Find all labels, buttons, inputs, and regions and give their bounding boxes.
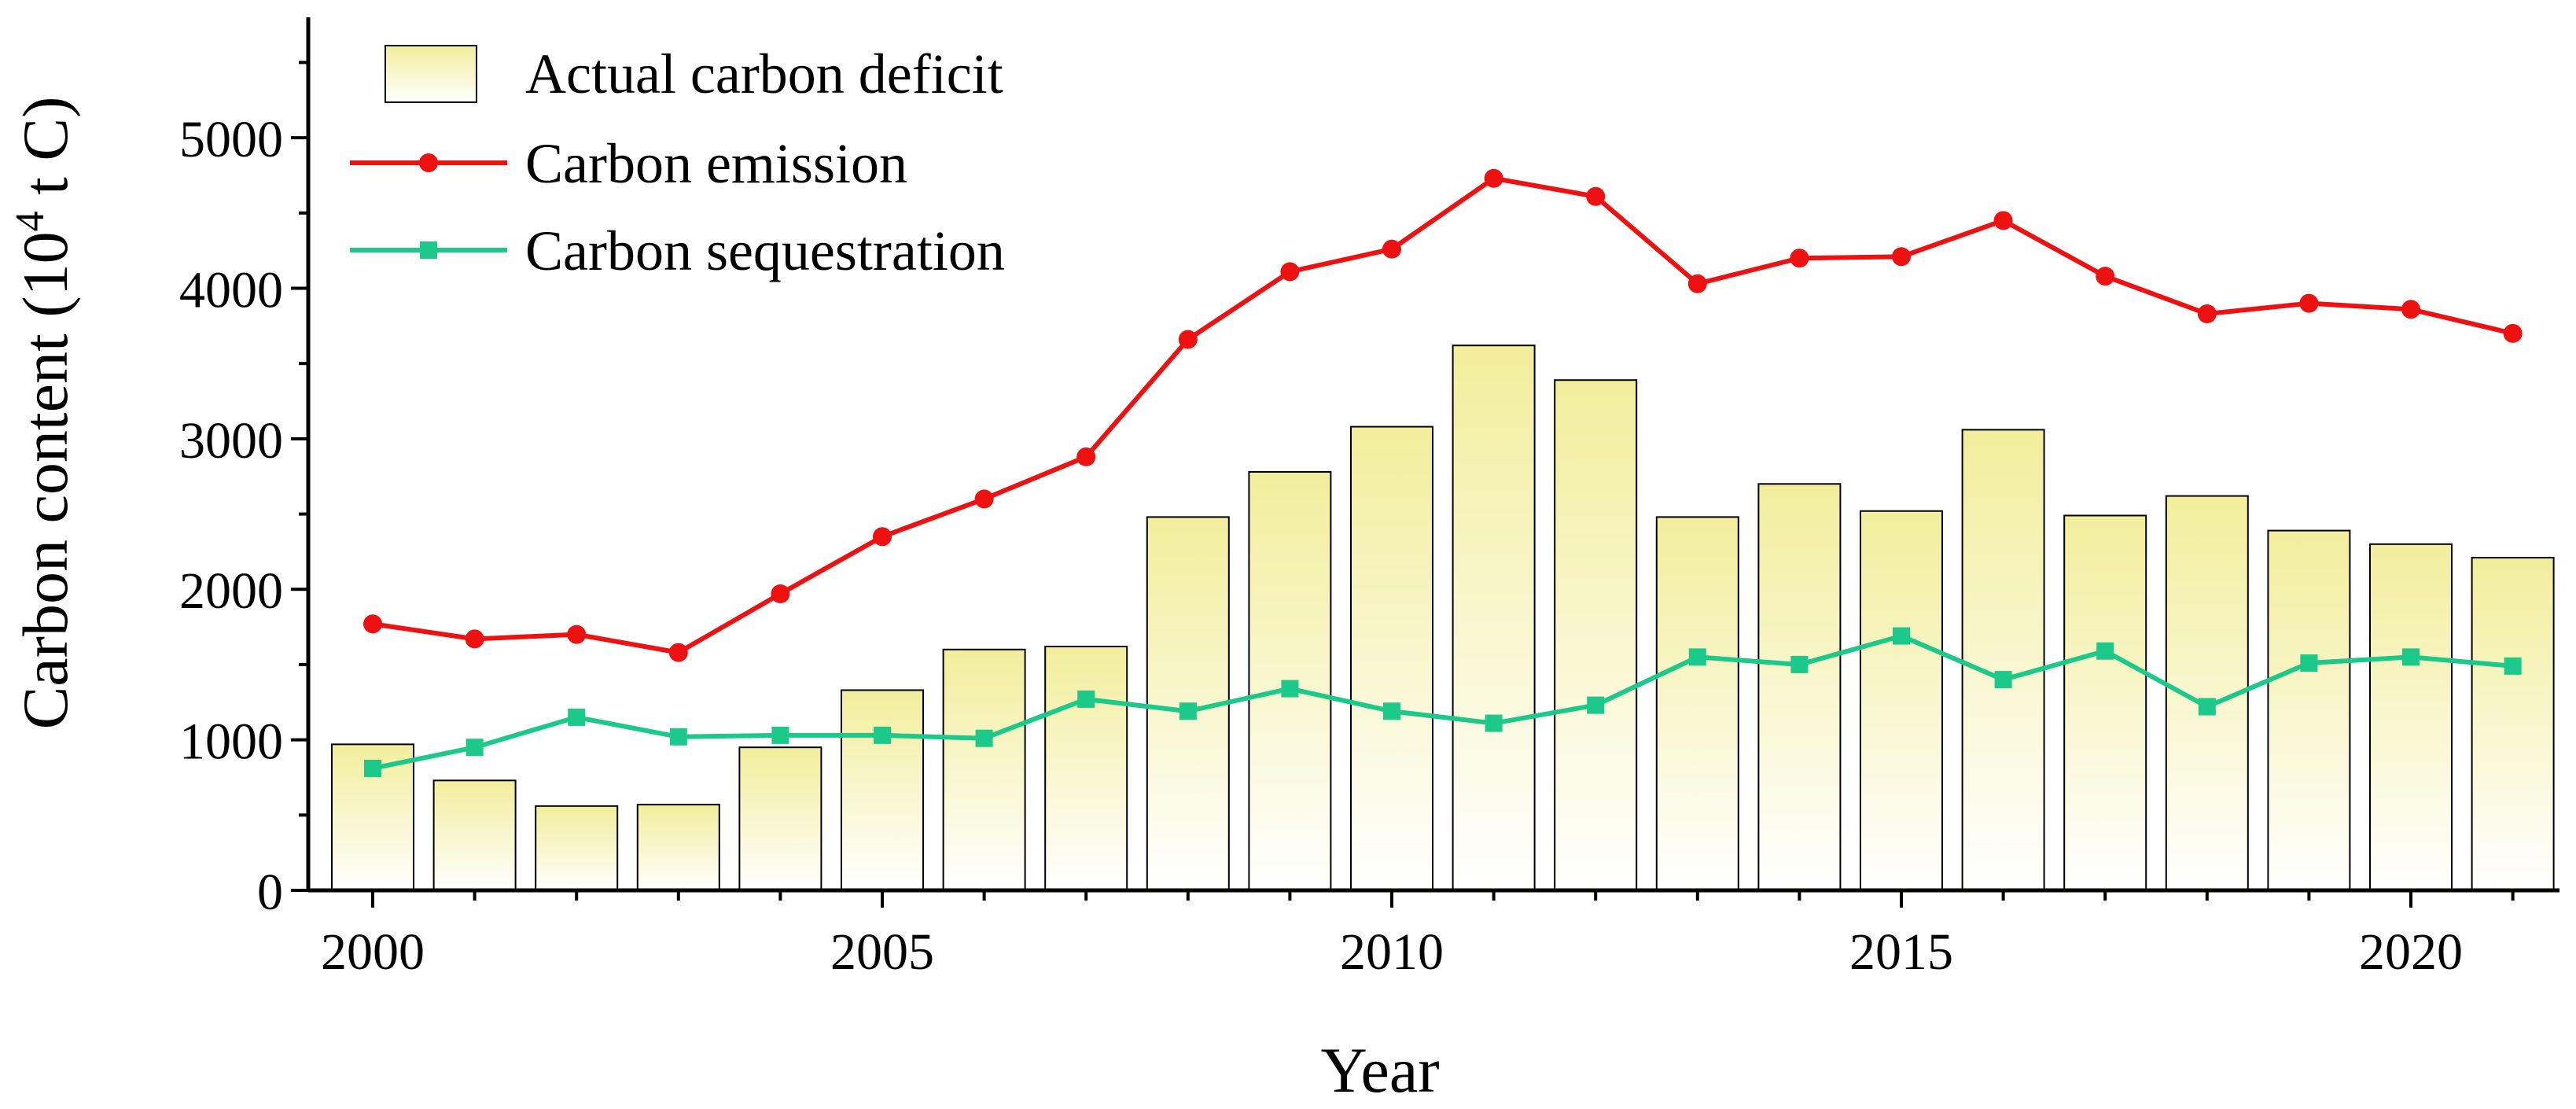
y-tick-label: 2000 [179, 562, 283, 620]
carbon-sequestration-point-2009 [1281, 680, 1299, 698]
carbon-sequestration-point-2005 [874, 726, 891, 744]
x-tick-label: 2000 [321, 923, 425, 981]
legend-sequestration-marker [420, 241, 437, 259]
bar-2011 [1452, 344, 1536, 891]
carbon-sequestration-point-2018 [2198, 698, 2216, 716]
carbon-sequestration-point-2003 [669, 728, 687, 746]
carbon-emission-line [372, 175, 2514, 655]
y-tick-label: 0 [257, 864, 283, 921]
bar-2003 [636, 803, 720, 892]
x-tick-label: 2005 [830, 923, 934, 981]
y-axis-label: Carbon content (104 t C) [8, 97, 81, 730]
carbon-emission-point-2020 [2401, 300, 2420, 319]
bar-2016 [1961, 429, 2045, 891]
y-tick-label: 1000 [179, 713, 283, 771]
bar-2021 [2471, 557, 2555, 891]
x-tick-label: 2010 [1340, 923, 1444, 981]
bar-2001 [432, 779, 517, 891]
carbon-sequestration-point-2001 [466, 739, 484, 757]
carbon-emission-point-2005 [873, 527, 892, 547]
carbon-sequestration-point-2019 [2300, 654, 2318, 672]
legend-emission-marker [419, 153, 438, 172]
carbon-sequestration-line [372, 633, 2513, 771]
carbon-sequestration-point-2021 [2504, 657, 2522, 675]
x-tick-label: 2020 [2359, 923, 2463, 981]
carbon-sequestration-point-2000 [364, 759, 381, 777]
carbon-emission-point-2006 [974, 489, 994, 509]
carbon-sequestration-point-2016 [1994, 671, 2012, 689]
x-axis-label: Year [1320, 1034, 1439, 1106]
line-series [363, 168, 2523, 777]
carbon-emission-point-2003 [668, 643, 688, 662]
carbon-emission-point-2014 [1790, 249, 1809, 268]
x-tick-label: 2015 [1849, 923, 1953, 981]
carbon-sequestration-point-2010 [1383, 702, 1400, 720]
carbon-sequestration-point-2008 [1179, 702, 1197, 720]
bar-2017 [2063, 514, 2147, 891]
carbon-emission-point-2015 [1892, 247, 1911, 267]
bar-2014 [1757, 483, 1842, 891]
carbon-emission-point-2009 [1280, 262, 1300, 282]
carbon-emission-point-2021 [2503, 323, 2523, 343]
carbon-emission-point-2013 [1687, 274, 1707, 293]
carbon-emission-point-2012 [1586, 186, 1606, 206]
carbon-sequestration-point-2006 [975, 729, 993, 747]
carbon-emission-point-2019 [2299, 293, 2319, 313]
carbon-emission-point-2010 [1382, 239, 1401, 259]
carbon-emission-point-2007 [1076, 447, 1096, 466]
carbon-emission-point-2017 [2096, 267, 2115, 286]
bar-2005 [841, 689, 924, 891]
carbon-sequestration-point-2004 [771, 726, 789, 744]
carbon-sequestration-point-2002 [568, 708, 586, 726]
carbon-sequestration-point-2007 [1077, 690, 1095, 708]
carbon-sequestration-point-2017 [2096, 642, 2114, 660]
carbon-emission-point-2011 [1484, 168, 1503, 188]
bar-2010 [1350, 426, 1433, 891]
carbon-emission-point-2002 [567, 625, 587, 644]
carbon-sequestration-point-2020 [2402, 648, 2420, 666]
legend-label-emission: Carbon emission [525, 132, 907, 195]
bar-2006 [942, 648, 1026, 891]
y-tick-label: 5000 [179, 111, 283, 168]
carbon-emission-point-2004 [771, 584, 790, 603]
bar-2020 [2369, 543, 2453, 891]
bar-2002 [535, 805, 619, 892]
carbon-sequestration-point-2015 [1893, 627, 1910, 645]
bar-2012 [1554, 379, 1638, 892]
carbon-emission-point-2008 [1178, 330, 1198, 349]
legend-label-deficit: Actual carbon deficit [525, 42, 1003, 105]
carbon-sequestration-point-2012 [1587, 696, 1605, 714]
carbon-emission-point-2016 [1993, 211, 2013, 230]
legend-bar-swatch [385, 45, 477, 103]
bar-2004 [738, 746, 822, 891]
carbon-emission-point-2018 [2197, 304, 2217, 324]
bar-2007 [1044, 645, 1128, 891]
bar-series [331, 344, 2555, 892]
bar-2015 [1860, 510, 1943, 891]
carbon-sequestration-point-2011 [1485, 714, 1503, 732]
y-tick-label: 4000 [179, 261, 283, 319]
y-tick-label: 3000 [179, 412, 283, 470]
carbon-sequestration-point-2013 [1688, 648, 1706, 666]
bar-2019 [2267, 529, 2351, 891]
bar-2013 [1655, 516, 1739, 892]
legend-label-sequestration: Carbon sequestration [525, 219, 1005, 282]
carbon-emission-point-2000 [363, 614, 382, 634]
legend: Actual carbon deficit Carbon emission Ca… [350, 42, 1005, 282]
carbon-emission-point-2001 [465, 629, 484, 649]
axes: 0 1000 2000 3000 4000 5000 2000 2005 2010 2015 202… [179, 17, 2559, 981]
carbon-sequestration-point-2014 [1790, 655, 1809, 673]
